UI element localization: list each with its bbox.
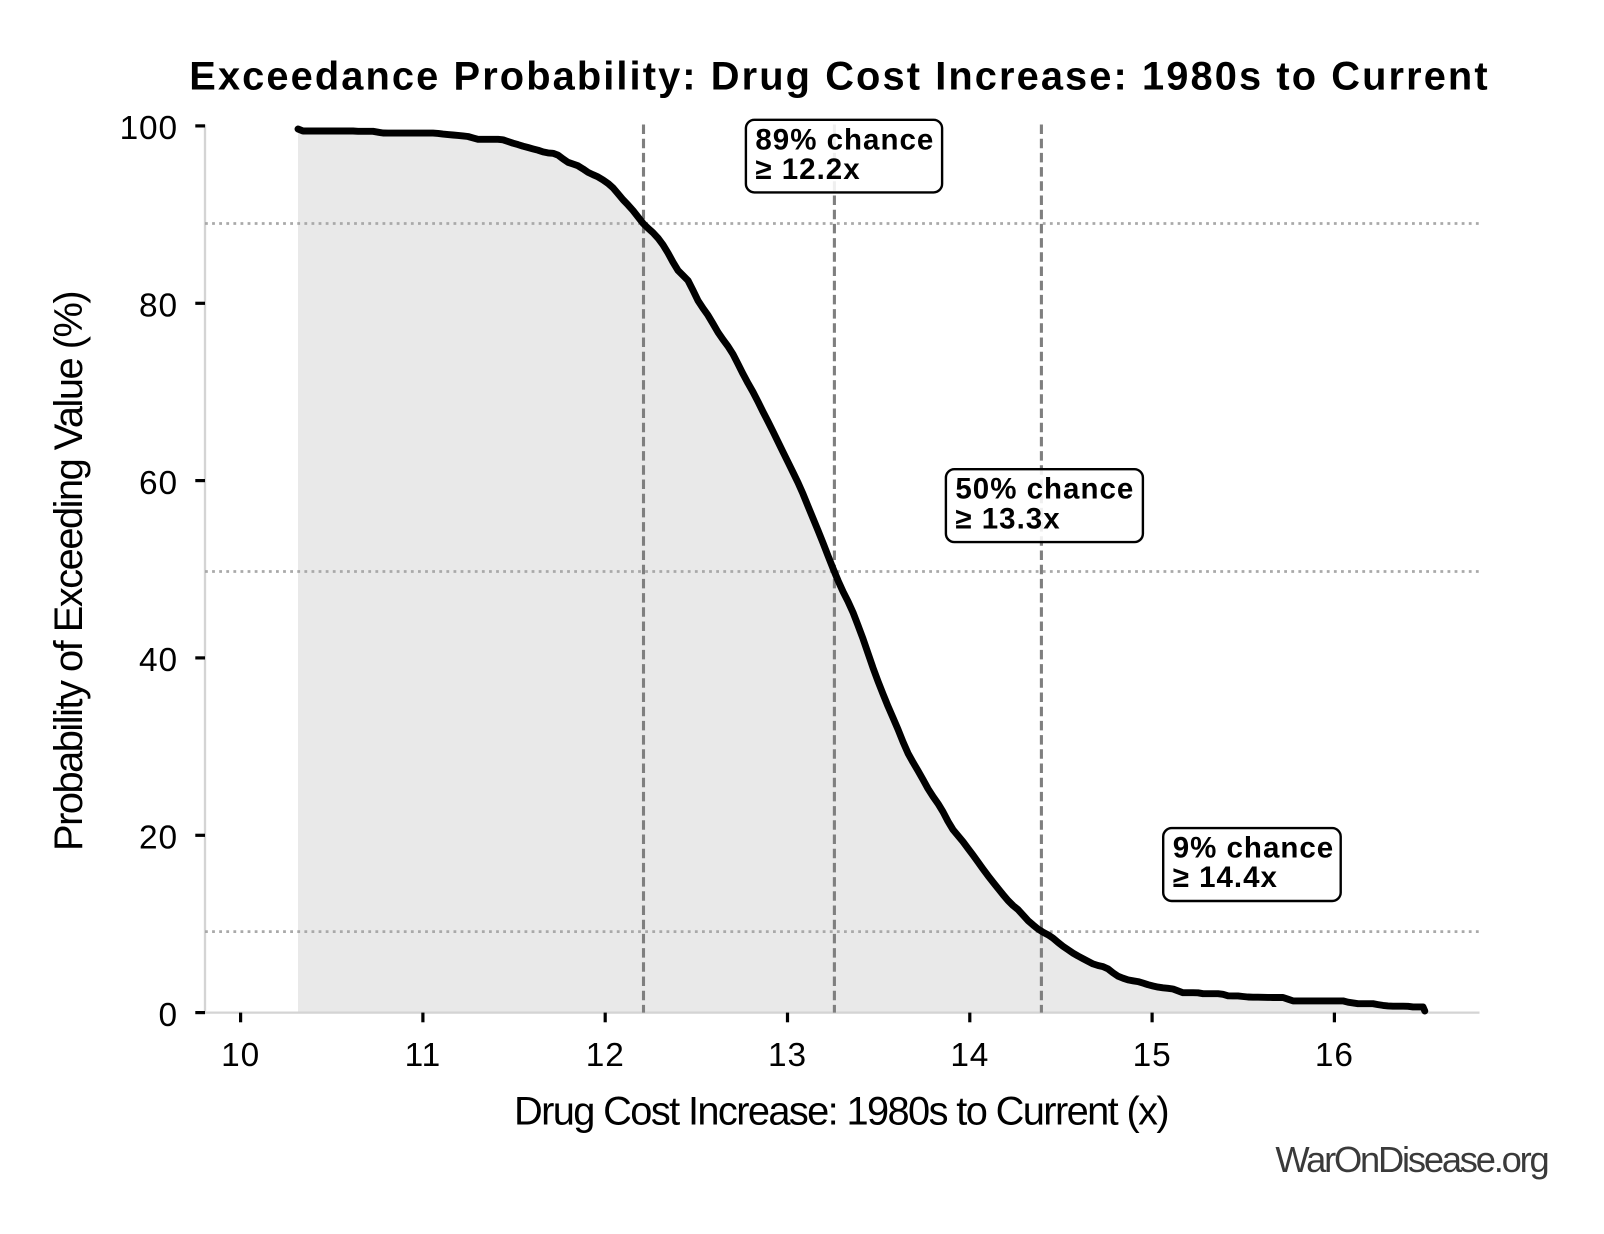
svg-text:WarOnDisease.org: WarOnDisease.org — [1275, 1139, 1547, 1180]
svg-text:16: 16 — [1315, 1037, 1354, 1074]
svg-text:80: 80 — [139, 288, 178, 325]
svg-text:89% chance: 89% chance — [755, 123, 934, 156]
svg-text:≥ 13.3x: ≥ 13.3x — [955, 502, 1060, 535]
svg-text:9% chance: 9% chance — [1173, 832, 1335, 865]
svg-text:10: 10 — [221, 1037, 260, 1074]
svg-text:100: 100 — [120, 110, 178, 147]
svg-text:40: 40 — [139, 642, 178, 679]
svg-text:20: 20 — [139, 820, 178, 857]
svg-text:15: 15 — [1133, 1037, 1172, 1074]
svg-text:13: 13 — [768, 1037, 807, 1074]
svg-text:14: 14 — [950, 1037, 989, 1074]
svg-text:12: 12 — [586, 1037, 625, 1074]
svg-text:11: 11 — [405, 1037, 441, 1074]
svg-text:Exceedance Probability: Drug C: Exceedance Probability: Drug Cost Increa… — [189, 54, 1489, 98]
svg-text:0: 0 — [159, 997, 178, 1034]
svg-text:50% chance: 50% chance — [955, 473, 1134, 506]
svg-text:Probability of Exceeding Value: Probability of Exceeding Value (%) — [47, 292, 91, 851]
svg-text:≥ 12.2x: ≥ 12.2x — [755, 153, 860, 186]
svg-text:60: 60 — [139, 465, 178, 502]
svg-text:Drug Cost Increase: 1980s to C: Drug Cost Increase: 1980s to Current (x) — [514, 1090, 1168, 1134]
svg-text:≥ 14.4x: ≥ 14.4x — [1173, 861, 1278, 894]
